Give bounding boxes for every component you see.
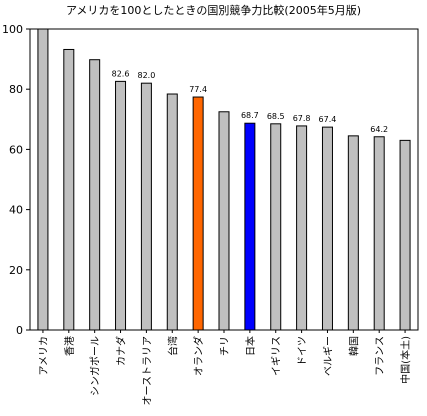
category-label: 台湾 (166, 336, 179, 356)
y-tick-label: 20 (9, 264, 23, 277)
category-label: 中国(本土) (399, 336, 412, 384)
bar-6 (166, 93, 178, 331)
data-label: 67.8 (293, 114, 311, 123)
y-tick-label: 60 (9, 143, 23, 156)
data-label: 64.2 (370, 125, 388, 134)
bar-14 (373, 136, 385, 331)
category-label: 香港 (64, 336, 76, 356)
bar-5 (140, 82, 152, 331)
bar-8 (218, 111, 230, 331)
category-label: イギリス (271, 336, 283, 376)
data-label: 82.6 (112, 69, 130, 78)
category-label: シンガポール (90, 336, 102, 396)
category-label: カナダ (115, 336, 128, 366)
bar-12 (321, 126, 333, 331)
y-tick-label: 100 (2, 23, 23, 36)
bar-3 (89, 59, 101, 331)
bar-2 (63, 48, 75, 331)
category-label: オーストラリア (141, 336, 153, 406)
category-label: アメリカ (38, 336, 50, 376)
bar-1 (37, 28, 49, 331)
y-tick-label: 80 (9, 83, 23, 96)
bar-7 (192, 96, 204, 331)
bar-9 (244, 122, 256, 331)
category-label: チリ (219, 336, 231, 356)
category-label: 韓国 (348, 336, 360, 356)
data-label: 68.5 (267, 112, 285, 121)
data-label: 77.4 (189, 85, 207, 94)
category-label: フランス (374, 336, 386, 376)
bar-13 (347, 135, 359, 331)
data-label: 82.0 (137, 71, 155, 80)
bar-15 (399, 139, 411, 331)
category-label: ベルギー (322, 336, 334, 376)
category-label: 日本 (244, 336, 257, 356)
category-label: オランダ (192, 336, 205, 376)
category-label: ドイツ (298, 336, 309, 366)
bar-10 (270, 123, 282, 331)
bar-4 (115, 80, 127, 331)
data-label: 68.7 (241, 111, 259, 120)
y-tick-label: 0 (16, 324, 23, 337)
chart-title: アメリカを100としたときの国別競争力比較(2005年5月版) (65, 4, 362, 17)
y-tick-label: 40 (9, 204, 23, 217)
bar-11 (296, 125, 308, 331)
data-label: 67.4 (319, 115, 337, 124)
